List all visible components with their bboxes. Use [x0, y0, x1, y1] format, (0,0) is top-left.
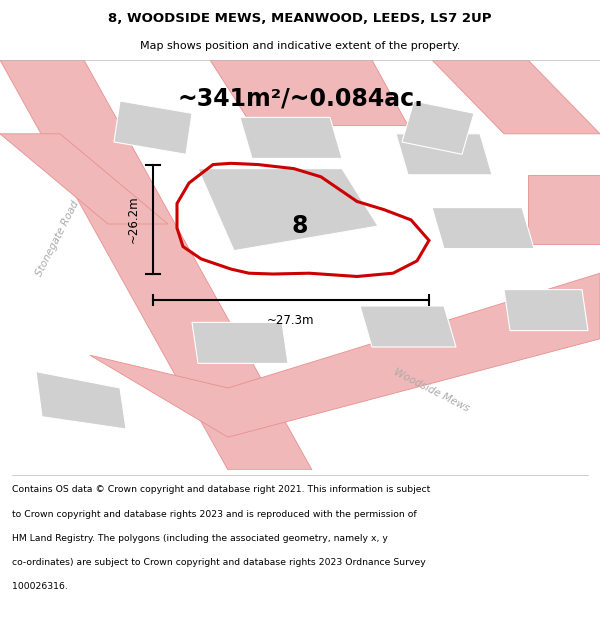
Polygon shape [528, 175, 600, 244]
Text: Stonegate Road: Stonegate Road [34, 199, 80, 278]
Polygon shape [432, 60, 600, 134]
Text: Woodside Mews: Woodside Mews [392, 367, 472, 413]
Text: Map shows position and indicative extent of the property.: Map shows position and indicative extent… [140, 41, 460, 51]
Polygon shape [504, 289, 588, 331]
Polygon shape [198, 169, 378, 251]
Text: Contains OS data © Crown copyright and database right 2021. This information is : Contains OS data © Crown copyright and d… [12, 486, 430, 494]
Polygon shape [0, 134, 168, 224]
Polygon shape [90, 273, 600, 438]
Text: 8, WOODSIDE MEWS, MEANWOOD, LEEDS, LS7 2UP: 8, WOODSIDE MEWS, MEANWOOD, LEEDS, LS7 2… [108, 12, 492, 25]
Text: 8: 8 [292, 214, 308, 238]
Text: co-ordinates) are subject to Crown copyright and database rights 2023 Ordnance S: co-ordinates) are subject to Crown copyr… [12, 558, 426, 567]
Text: 100026316.: 100026316. [12, 582, 68, 591]
Polygon shape [240, 118, 342, 158]
Polygon shape [36, 372, 126, 429]
Text: to Crown copyright and database rights 2023 and is reproduced with the permissio: to Crown copyright and database rights 2… [12, 509, 416, 519]
Polygon shape [210, 60, 408, 126]
Polygon shape [360, 306, 456, 347]
Text: ~341m²/~0.084ac.: ~341m²/~0.084ac. [177, 87, 423, 111]
Polygon shape [0, 60, 312, 470]
Polygon shape [402, 101, 474, 154]
Text: ~27.3m: ~27.3m [267, 314, 315, 328]
Text: ~26.2m: ~26.2m [127, 196, 140, 243]
Polygon shape [114, 101, 192, 154]
Polygon shape [396, 134, 492, 175]
Text: HM Land Registry. The polygons (including the associated geometry, namely x, y: HM Land Registry. The polygons (includin… [12, 534, 388, 542]
Polygon shape [192, 322, 288, 363]
Polygon shape [432, 208, 534, 249]
